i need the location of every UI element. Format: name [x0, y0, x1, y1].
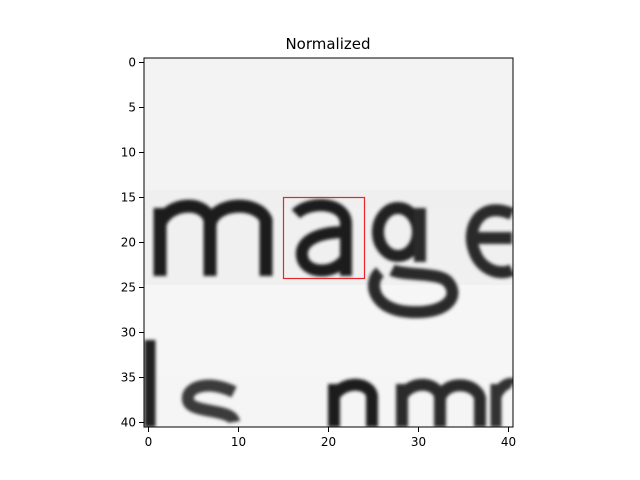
x-tick-label: 0 — [145, 435, 153, 449]
x-tick-label: 40 — [501, 435, 516, 449]
figure-title: Normalized — [285, 35, 370, 53]
y-tick-label: 40 — [121, 416, 136, 430]
y-tick-label: 15 — [121, 191, 136, 205]
y-tick-label: 30 — [121, 326, 136, 340]
y-tick-label: 10 — [121, 146, 136, 160]
y-axis: 0 5 10 15 20 25 30 35 40 — [121, 56, 144, 430]
y-tick-label: 35 — [121, 371, 136, 385]
y-tick-label: 20 — [121, 236, 136, 250]
highlight-box — [282, 196, 366, 280]
y-tick-label: 5 — [128, 101, 136, 115]
y-tick-label: 0 — [128, 56, 136, 70]
x-tick-label: 30 — [411, 435, 426, 449]
y-tick-label: 25 — [121, 281, 136, 295]
x-tick-label: 20 — [321, 435, 336, 449]
x-tick-label: 10 — [231, 435, 246, 449]
x-axis: 0 10 20 30 40 — [145, 427, 516, 449]
text-crop-image — [144, 58, 513, 427]
